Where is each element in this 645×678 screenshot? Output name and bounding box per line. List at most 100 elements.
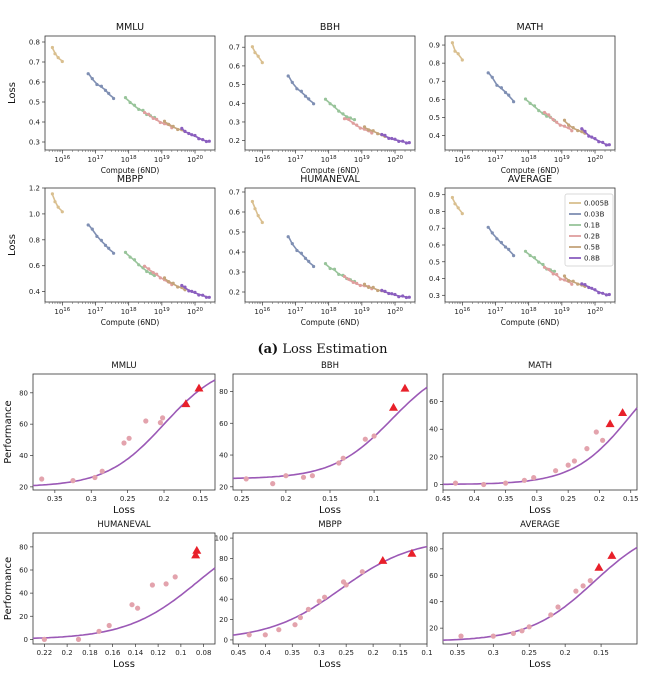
perf-mmlu-xtick-label: 0.2 [158,495,169,503]
loss-humaneval-point-0.1B [323,262,328,266]
loss-mbpp-point-0.8B [193,290,197,294]
loss-average-point-0.1B [552,269,557,273]
loss-mmlu-point-0.2B [151,116,155,120]
perf-mbpp-xlabel: Loss [319,659,341,670]
loss-mbpp-xtick-label: 1016 [54,307,70,316]
loss-average-point-0.8B [583,283,587,287]
perf-average-point [573,588,579,594]
loss-bbh-point-0.005B [253,51,257,55]
loss-math-point-0.5B [567,123,571,127]
loss-bbh-point-0.8B [393,137,397,141]
loss-average-ytick-label: 0.6 [429,242,441,250]
perf-humaneval-xtick-label: 0.16 [105,649,121,657]
perf-mmlu-point [143,418,149,424]
loss-mmlu-xtick-label: 1016 [54,155,70,164]
perf-bbh-xlabel: Loss [319,505,341,516]
perf-humaneval-ytick-label: 20 [19,613,28,621]
perf-average-xtick-label: 0.25 [521,649,537,657]
perf-humaneval-xtick-label: 0.08 [196,649,212,657]
loss-mbpp-point-0.5B [176,285,180,289]
perf-average-point [555,604,561,610]
perf-average-ytick-label: 20 [429,625,438,633]
loss-bbh-point-0.2B [355,123,359,127]
loss-bbh-point-0.005B [260,61,264,65]
loss-mbpp-point-0.8B [207,295,211,299]
perf-mbpp-ytick-label: 100 [215,535,228,543]
loss-mbpp-ytick-label: 0.6 [29,262,41,270]
loss-bbh-point-0.03B [286,74,290,78]
loss-mbpp-xtick-label: 1018 [121,307,137,316]
perf-humaneval-xtick-label: 0.14 [128,649,144,657]
loss-average-ytick-label: 0.8 [429,208,440,216]
loss-humaneval-point-0.2B [342,274,347,279]
loss-math-point-0.8B [601,140,605,144]
loss-average-ytick-label: 0.9 [429,191,440,199]
loss-mmlu-point-0.5B [162,119,167,123]
loss-mbpp-series-0.005B [51,194,63,212]
perf-humaneval-point [41,636,48,643]
loss-bbh-ytick-label: 0.6 [229,62,241,70]
perf-mbpp-xtick-label: 0.35 [284,649,300,657]
perf-mbpp-ytick-label: 40 [219,596,228,604]
perf-mmlu-marker [181,399,191,408]
loss-humaneval-point-0.5B [376,288,380,293]
loss-math-point-0.03B [503,90,508,95]
loss-average-point-0.8B [597,291,601,295]
loss-math-point-0.5B [562,118,567,122]
caption-text: Loss Estimation [278,342,388,357]
loss-mbpp-point-0.5B [171,281,175,285]
perf-math-ytick-label: 40 [429,426,438,434]
loss-mbpp-point-0.03B [95,234,99,238]
perf-humaneval-point [106,622,112,629]
loss-average-xtick-label: 1016 [454,307,470,316]
loss-bbh-point-0.8B [380,132,384,137]
perf-math-fit-curve [443,407,638,486]
perf-bbh-point [340,455,346,461]
loss-math-xtick-label: 1017 [488,155,504,164]
perf-math-point [503,480,509,486]
loss-average-point-0.1B [532,256,537,260]
loss-average-series-0.005B [451,197,463,214]
perf-mbpp-xtick-label: 0.15 [392,649,408,657]
perf-math-marker [618,408,628,417]
loss-average-point-0.2B [542,265,547,269]
perf-average-xtick-label: 0.35 [450,649,466,657]
perf-mmlu-frame [32,373,216,491]
loss-math-ytick-label: 0.5 [429,114,440,122]
loss-math-xtick-label: 1019 [554,155,570,164]
loss-math-point-0.1B [528,101,532,105]
loss-math-point-0.03B [490,75,494,79]
loss-bbh-frame [244,35,416,151]
perf-mmlu-point [121,440,127,446]
perf-humaneval-point [163,581,169,587]
loss-math-point-0.005B [460,58,464,62]
perf-math-panel: MATH 0 20 40 60 0.45 0.4 0.35 0.3 0.25 0.2 0.15 Loss [429,361,638,516]
perf-bbh-point [300,474,307,480]
perf-humaneval-ytick-label: 40 [19,590,28,598]
loss-mmlu-ytick-label: 0.6 [29,79,41,87]
loss-mbpp-point-0.5B [162,276,167,280]
perf-math-point [571,458,578,464]
perf-average-xtick-label: 0.15 [593,649,609,657]
perf-math-xlabel: Loss [529,505,551,516]
perf-bbh-frame [232,373,428,491]
perf-mbpp-marker [407,548,417,557]
legend-label: 0.2B [584,233,600,241]
loss-math-point-0.5B [580,130,584,134]
loss-math-point-0.8B [607,143,611,147]
loss-mmlu-point-0.1B [128,100,132,105]
perf-humaneval-xtick-label: 0.2 [62,649,73,657]
loss-humaneval-title: HUMANEVAL [300,174,360,185]
legend-label: 0.03B [584,211,605,219]
loss-bbh-point-0.2B [351,121,355,125]
loss-mmlu-point-0.005B [53,52,57,56]
loss-average-point-0.5B [562,274,567,278]
loss-mbpp-point-0.2B [142,264,147,268]
perf-humaneval-point [75,636,82,643]
perf-average-xtick-label: 0.3 [488,649,499,657]
loss-mmlu-xtick-label: 1020 [187,155,203,164]
loss-average-point-0.2B [555,272,559,277]
perf-average-marker [607,550,617,559]
loss-bbh-xtick-label: 1017 [288,155,304,164]
